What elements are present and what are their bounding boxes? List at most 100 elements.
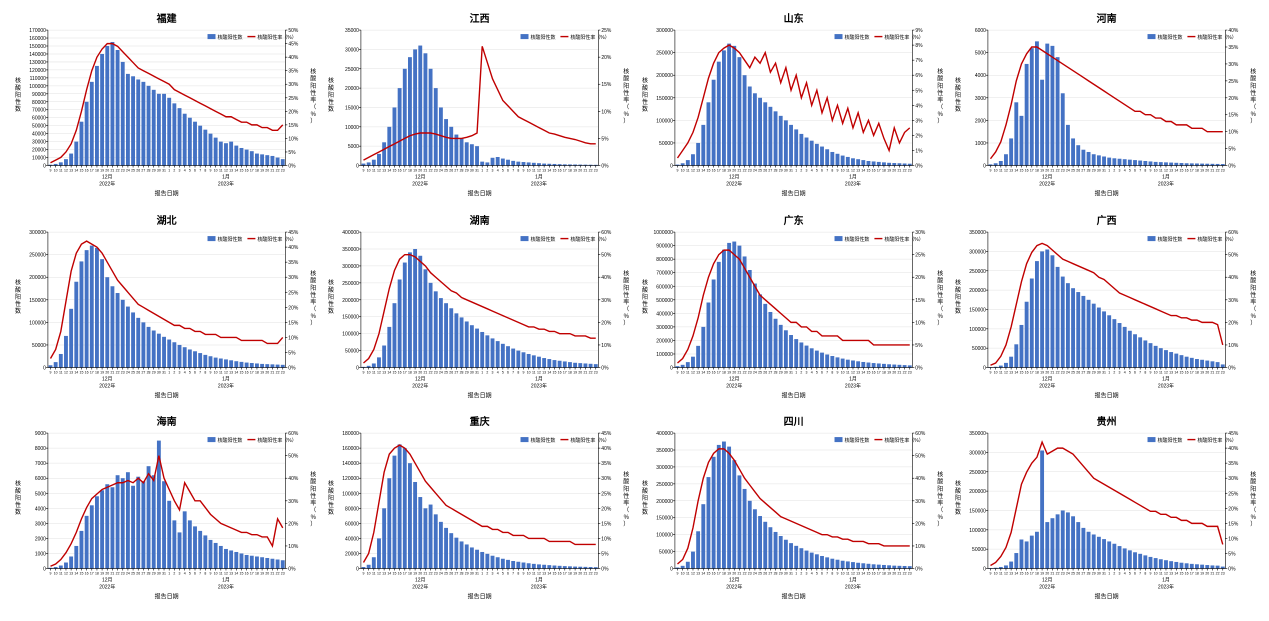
svg-text:17: 17	[90, 169, 94, 173]
svg-text:200000: 200000	[343, 297, 360, 303]
legend-bar-swatch	[834, 34, 842, 39]
svg-text:16: 16	[711, 572, 715, 576]
svg-text:9: 9	[836, 169, 838, 173]
svg-text:40%: 40%	[1228, 28, 1239, 34]
bar	[240, 362, 244, 368]
svg-text:18: 18	[1195, 169, 1199, 173]
svg-text:15: 15	[80, 169, 84, 173]
bar	[747, 87, 751, 166]
svg-text:17: 17	[716, 370, 720, 374]
svg-text:酸: 酸	[624, 276, 630, 284]
svg-text:核: 核	[624, 269, 630, 277]
chart-panel: 0200004000060000800001000001200001400001…	[323, 413, 632, 611]
svg-text:8: 8	[831, 169, 833, 173]
svg-text:3: 3	[1118, 572, 1120, 576]
bar	[537, 356, 541, 367]
svg-text:1: 1	[168, 370, 170, 374]
svg-text:20: 20	[892, 370, 896, 374]
bar	[835, 357, 839, 367]
svg-text:90000: 90000	[32, 92, 46, 98]
svg-text:率: 率	[310, 499, 316, 507]
svg-text:8%: 8%	[915, 43, 923, 49]
legend-line-label: 核酸阳性率（%）	[571, 236, 610, 243]
bar	[281, 159, 285, 165]
bar	[1086, 532, 1090, 569]
svg-text:17: 17	[250, 370, 254, 374]
svg-text:12: 12	[537, 169, 541, 173]
bar	[773, 532, 777, 569]
svg-text:15: 15	[393, 169, 397, 173]
svg-text:核: 核	[624, 471, 630, 479]
bar	[820, 352, 824, 367]
bar	[773, 318, 777, 367]
svg-text:16: 16	[245, 370, 249, 374]
panel-title: 湖北	[157, 214, 177, 227]
svg-text:12: 12	[377, 169, 381, 173]
svg-text:24: 24	[126, 169, 130, 173]
svg-text:11: 11	[845, 169, 849, 173]
svg-text:14: 14	[548, 169, 552, 173]
panel-title: 四川	[783, 416, 803, 428]
bar	[214, 357, 218, 367]
svg-text:1000: 1000	[975, 141, 986, 147]
svg-text:率: 率	[624, 499, 630, 507]
svg-text:30%: 30%	[602, 297, 613, 303]
svg-text:%: %	[1250, 314, 1256, 320]
bar	[809, 141, 813, 166]
svg-text:250000: 250000	[656, 51, 673, 57]
bar	[1071, 517, 1075, 569]
svg-text:4: 4	[497, 169, 499, 173]
bar	[1004, 363, 1008, 368]
legend-bar-label: 核酸阳性数	[844, 34, 869, 41]
bar	[768, 107, 772, 166]
svg-text:12: 12	[1004, 572, 1008, 576]
svg-text:阳: 阳	[15, 91, 21, 99]
svg-text:14: 14	[1014, 370, 1018, 374]
svg-text:阳: 阳	[624, 82, 630, 90]
legend-line-label: 核酸阳性率（%）	[884, 34, 923, 41]
svg-text:17: 17	[1030, 169, 1034, 173]
svg-text:15%: 15%	[288, 123, 299, 129]
legend-bar-label: 核酸阳性数	[1157, 34, 1182, 41]
svg-text:22: 22	[116, 169, 120, 173]
svg-text:10: 10	[1153, 169, 1157, 173]
svg-text:20: 20	[1045, 572, 1049, 576]
svg-text:22: 22	[902, 169, 906, 173]
svg-text:酸: 酸	[1250, 276, 1256, 284]
svg-text:12月: 12月	[415, 175, 426, 181]
svg-text:19: 19	[887, 572, 891, 576]
bar	[887, 163, 891, 166]
bar	[408, 463, 412, 568]
svg-text:24: 24	[439, 572, 443, 576]
bar	[845, 157, 849, 166]
svg-text:0: 0	[670, 365, 673, 371]
bar	[64, 159, 68, 165]
bar	[799, 342, 803, 367]
svg-text:50000: 50000	[659, 550, 673, 556]
svg-text:18: 18	[1035, 169, 1039, 173]
bar	[825, 354, 829, 367]
svg-text:11: 11	[1159, 169, 1163, 173]
bar	[1143, 161, 1147, 166]
bar	[450, 533, 454, 568]
svg-text:1月: 1月	[1162, 175, 1170, 181]
svg-text:10: 10	[993, 169, 997, 173]
svg-text:13: 13	[1009, 572, 1013, 576]
bar	[126, 473, 130, 569]
svg-text:0: 0	[983, 365, 986, 371]
bar	[178, 345, 182, 368]
bar	[116, 50, 120, 166]
svg-text:28: 28	[460, 572, 464, 576]
svg-text:20: 20	[579, 370, 583, 374]
svg-text:11: 11	[999, 169, 1003, 173]
svg-text:0%: 0%	[288, 567, 296, 573]
bar	[1061, 511, 1065, 569]
svg-text:0: 0	[983, 567, 986, 573]
svg-text:22: 22	[429, 572, 433, 576]
svg-text:10: 10	[993, 572, 997, 576]
bar	[136, 79, 140, 165]
svg-text:21: 21	[897, 572, 901, 576]
svg-text:数: 数	[328, 306, 334, 314]
svg-text:28: 28	[773, 572, 777, 576]
bar	[1184, 356, 1188, 367]
